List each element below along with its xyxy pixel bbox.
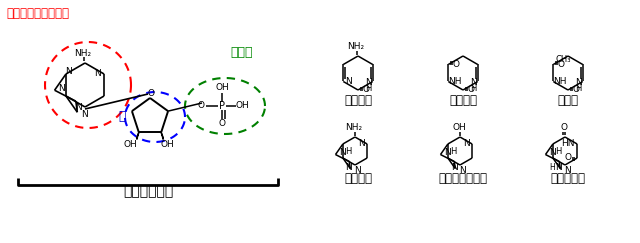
Text: N: N xyxy=(81,110,88,119)
Text: H: H xyxy=(451,147,457,156)
Text: O: O xyxy=(564,154,572,163)
Text: O: O xyxy=(561,123,568,132)
Text: N: N xyxy=(463,139,470,148)
Polygon shape xyxy=(137,132,139,139)
Text: N: N xyxy=(470,78,477,87)
Text: ヒポキサンチン: ヒポキサンチン xyxy=(438,173,488,185)
Text: NH₂: NH₂ xyxy=(348,43,365,52)
Text: リン酸: リン酸 xyxy=(231,46,253,60)
Text: ウラシル: ウラシル xyxy=(449,94,477,106)
Text: シトシン: シトシン xyxy=(344,94,372,106)
Text: H: H xyxy=(365,84,372,93)
Text: O: O xyxy=(467,86,474,95)
Text: N: N xyxy=(345,77,351,86)
Text: P: P xyxy=(219,101,225,111)
Text: OH: OH xyxy=(452,123,466,132)
Text: 核酸塩基（本研究）: 核酸塩基（本研究） xyxy=(6,7,69,20)
Text: N: N xyxy=(358,139,365,148)
Text: CH₃: CH₃ xyxy=(556,55,571,64)
Text: N: N xyxy=(555,163,561,172)
Polygon shape xyxy=(161,132,163,139)
Text: アデニン: アデニン xyxy=(344,173,372,185)
Text: N: N xyxy=(564,166,571,175)
Text: H: H xyxy=(470,84,477,93)
Text: H: H xyxy=(549,163,555,172)
Text: H: H xyxy=(556,147,562,156)
Text: チミン: チミン xyxy=(557,94,579,106)
Text: N: N xyxy=(575,78,582,87)
Text: HN: HN xyxy=(561,139,575,148)
Text: OH: OH xyxy=(160,140,174,149)
Text: O: O xyxy=(573,86,579,95)
Text: O: O xyxy=(218,120,225,129)
Text: O: O xyxy=(198,102,205,111)
Text: N: N xyxy=(58,84,65,93)
Text: O: O xyxy=(452,60,460,69)
Text: N: N xyxy=(451,163,458,172)
Text: キサンチン: キサンチン xyxy=(550,173,586,185)
Text: NH: NH xyxy=(449,77,462,86)
Text: ヌクレオチド: ヌクレオチド xyxy=(123,184,173,198)
Text: OH: OH xyxy=(215,84,229,93)
Text: H: H xyxy=(575,84,582,93)
Text: OH: OH xyxy=(124,140,138,149)
Text: N: N xyxy=(75,103,81,112)
Text: O: O xyxy=(147,89,154,98)
Text: O: O xyxy=(362,86,369,95)
Text: N: N xyxy=(346,163,353,172)
Text: H: H xyxy=(346,147,351,156)
Text: N: N xyxy=(65,67,72,76)
Text: N: N xyxy=(459,166,466,175)
Text: N: N xyxy=(549,148,556,157)
Text: N: N xyxy=(93,69,100,78)
Text: OH: OH xyxy=(235,102,249,111)
Text: NH₂: NH₂ xyxy=(74,49,92,58)
Text: N: N xyxy=(444,148,451,157)
Text: NH₂: NH₂ xyxy=(346,123,363,132)
Text: N: N xyxy=(339,148,346,157)
Text: N: N xyxy=(354,166,360,175)
Text: O: O xyxy=(558,60,564,69)
Text: N: N xyxy=(365,78,372,87)
Text: 糖: 糖 xyxy=(118,111,125,123)
Text: NH: NH xyxy=(554,77,567,86)
